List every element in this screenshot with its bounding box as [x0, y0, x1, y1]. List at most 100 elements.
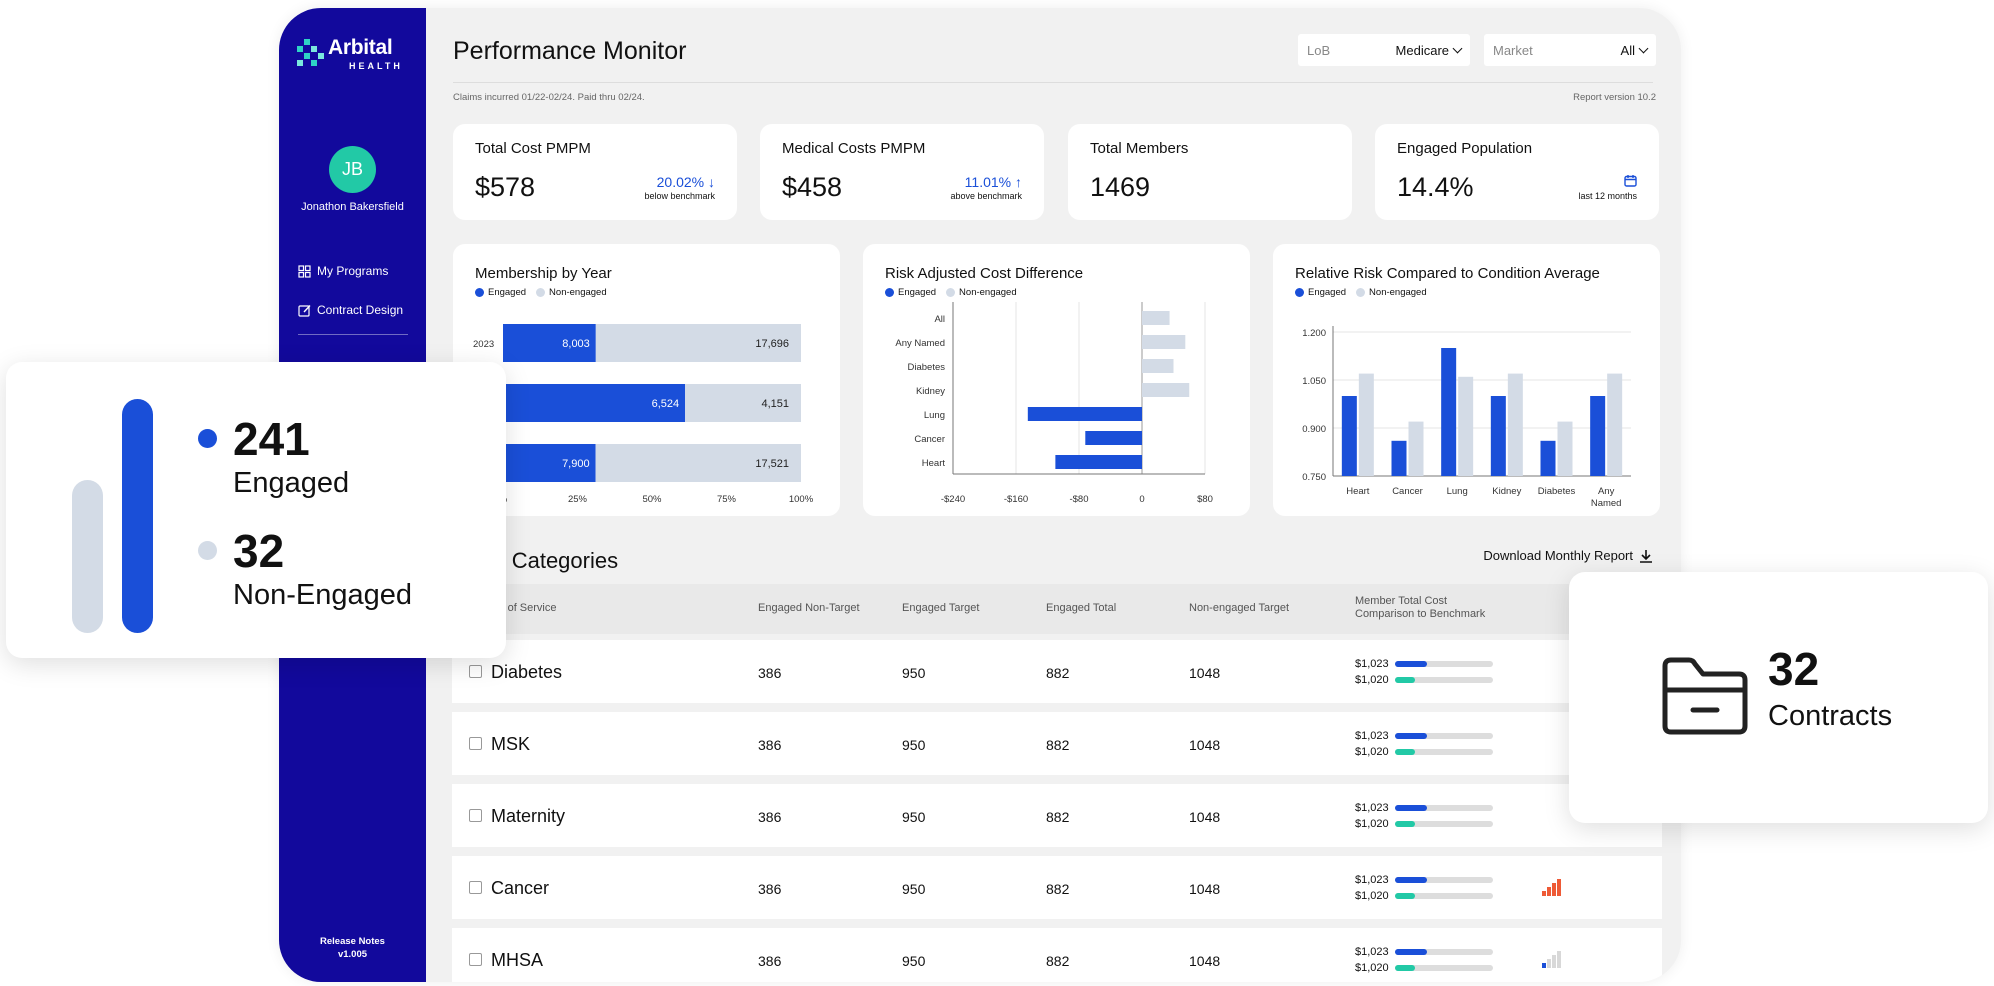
- bar-non-engaged: [595, 444, 801, 482]
- cost-comparison: $1,023 $1,020: [1355, 728, 1493, 760]
- benchmark-cost-bar: [1395, 893, 1493, 899]
- cost-comparison: $1,023 $1,020: [1355, 800, 1493, 832]
- category-label: Any: [1598, 486, 1615, 497]
- category-label: Cancer: [1392, 486, 1423, 497]
- cell-non-engaged-target: 1048: [1189, 953, 1221, 969]
- member-cost: $1,023: [1355, 874, 1389, 886]
- th-member-total-cost[interactable]: Member Total Cost Comparison to Benchmark: [1355, 595, 1485, 621]
- tick-label: $80: [1197, 494, 1213, 505]
- relative-risk-svg: 1.200 1.050 0.900 0.750 Heart Cancer Lung Kidne…: [1302, 326, 1631, 509]
- cell-engaged-non-target: 386: [758, 809, 782, 825]
- table-row[interactable]: MSK 386 950 882 1048 $1,023 $1,020: [452, 712, 1662, 775]
- row-checkbox[interactable]: [469, 953, 482, 966]
- bar-engaged: [1341, 396, 1357, 476]
- table-row[interactable]: MHSA 386 950 882 1048 $1,023 $1,020: [452, 928, 1662, 982]
- kpi-sub: last 12 months: [1578, 191, 1637, 201]
- tick-label: 1.050: [1302, 376, 1326, 387]
- legend-dot-non-engaged: [536, 288, 546, 297]
- signal-bar: [1557, 951, 1561, 968]
- tick-label: 75%: [717, 494, 737, 505]
- row-checkbox[interactable]: [469, 809, 482, 822]
- cost-comparison: $1,023 $1,020: [1355, 872, 1493, 904]
- member-cost: $1,023: [1355, 946, 1389, 958]
- bar-non-engaged: [685, 384, 801, 422]
- signal-bars-icon: [1542, 878, 1562, 896]
- kpi-pct: 20.02%: [656, 174, 705, 190]
- avatar[interactable]: JB: [329, 146, 376, 193]
- legend-dot-engaged: [1295, 288, 1304, 297]
- chart-legend: Engaged Non-engaged: [475, 287, 607, 298]
- signal-bars-icon: [1542, 950, 1562, 968]
- brand-logo[interactable]: Arbital HEALTH: [297, 36, 409, 76]
- row-category: MHSA: [491, 950, 544, 970]
- kpi-total-members[interactable]: Total Members 1469: [1068, 124, 1352, 220]
- benchmark-cost-bar: [1395, 677, 1493, 683]
- bar-non-engaged: [1142, 335, 1186, 349]
- market-select[interactable]: Market All: [1484, 34, 1656, 66]
- kpi-change: 11.01% ↑: [965, 174, 1022, 190]
- table-row[interactable]: Cancer 386 950 882 1048 $1,023 $1,020: [452, 856, 1662, 919]
- kpi-title: Total Members: [1090, 140, 1189, 157]
- non-engaged-dot: [198, 541, 217, 560]
- nav-item-my-programs[interactable]: My Programs: [298, 264, 388, 278]
- release-notes-link[interactable]: Release Notes v1.005: [279, 935, 426, 961]
- cell-engaged-total: 882: [1046, 809, 1070, 825]
- row-checkbox[interactable]: [469, 665, 482, 678]
- legend-non-engaged: Non-engaged: [959, 287, 1017, 298]
- table-row[interactable]: Diabetes 386 950 882 1048 $1,023 $1,020: [452, 640, 1662, 703]
- contracts-label: Contracts: [1768, 700, 1893, 732]
- kpi-engaged-population[interactable]: Engaged Population 14.4% last 12 months: [1375, 124, 1659, 220]
- bar-non-engaged: [1142, 359, 1174, 373]
- member-cost-bar: [1395, 805, 1493, 811]
- benchmark-cost-bar: [1395, 821, 1493, 827]
- member-cost-bar: [1395, 949, 1493, 955]
- risk-cost-svg: All Any Named Diabetes Kidney Lung Cancer Hear…: [895, 302, 1213, 505]
- engaged-count: 241: [233, 413, 310, 465]
- th-engaged-target[interactable]: Engaged Target: [902, 602, 980, 614]
- th-engaged-non-target[interactable]: Engaged Non-Target: [758, 602, 860, 614]
- bar-engaged: [1085, 431, 1142, 445]
- benchmark-cost-fill: [1395, 677, 1415, 683]
- legend-engaged: Engaged: [488, 287, 527, 298]
- benchmark-cost: $1,020: [1355, 962, 1389, 974]
- membership-svg: 8,00317,69620236,5244,1517,90017,521%25%…: [473, 324, 814, 505]
- cell-engaged-total: 882: [1046, 737, 1070, 753]
- bar-engaged: [1055, 455, 1142, 469]
- tick-label: 100%: [789, 494, 814, 505]
- bar-non-engaged: [1557, 421, 1573, 476]
- kpi-medical-costs[interactable]: Medical Costs PMPM $458 11.01% ↑ above b…: [760, 124, 1044, 220]
- calendar-icon[interactable]: [1624, 174, 1637, 192]
- download-report-button[interactable]: Download Monthly Report: [1483, 548, 1653, 563]
- page-title: Performance Monitor: [453, 37, 687, 65]
- row-checkbox[interactable]: [469, 737, 482, 750]
- chart-relative-risk: Relative Risk Compared to Condition Aver…: [1273, 244, 1660, 516]
- th-engaged-total[interactable]: Engaged Total: [1046, 602, 1117, 614]
- kpi-value: $578: [475, 172, 536, 202]
- row-checkbox[interactable]: [469, 881, 482, 894]
- benchmark-cost-bar: [1395, 965, 1493, 971]
- kpi-sub: below benchmark: [644, 191, 715, 201]
- lob-placeholder: LoB: [1307, 42, 1331, 58]
- legend-non-engaged: Non-engaged: [549, 287, 607, 298]
- main-content: Performance Monitor LoB Medicare Market …: [426, 8, 1681, 982]
- cell-non-engaged-target: 1048: [1189, 737, 1221, 753]
- lob-select[interactable]: LoB Medicare: [1298, 34, 1470, 66]
- table-row[interactable]: Maternity 386 950 882 1048 $1,023 $1,020: [452, 784, 1662, 847]
- arrow-up-icon: ↑: [1015, 174, 1022, 190]
- engaged-dot: [198, 429, 217, 448]
- bar-non-engaged: [595, 324, 801, 362]
- cell-engaged-non-target: 386: [758, 953, 782, 969]
- kpi-title: Medical Costs PMPM: [782, 140, 926, 157]
- cell-engaged-total: 882: [1046, 953, 1070, 969]
- engaged-pill: [122, 399, 153, 633]
- header-divider: [453, 82, 1653, 83]
- kpi-total-cost[interactable]: Total Cost PMPM $578 20.02% ↓ below benc…: [453, 124, 737, 220]
- th-non-engaged-target[interactable]: Non-engaged Target: [1189, 602, 1290, 614]
- member-cost-fill: [1395, 661, 1427, 667]
- nav-label: Contract Design: [317, 303, 404, 317]
- download-icon: [1640, 549, 1652, 563]
- nav-item-contract-design[interactable]: Contract Design: [298, 303, 403, 317]
- legend-engaged: Engaged: [898, 287, 937, 298]
- data-label-non-engaged: 17,696: [755, 338, 789, 350]
- contracts-count: 32: [1768, 643, 1820, 695]
